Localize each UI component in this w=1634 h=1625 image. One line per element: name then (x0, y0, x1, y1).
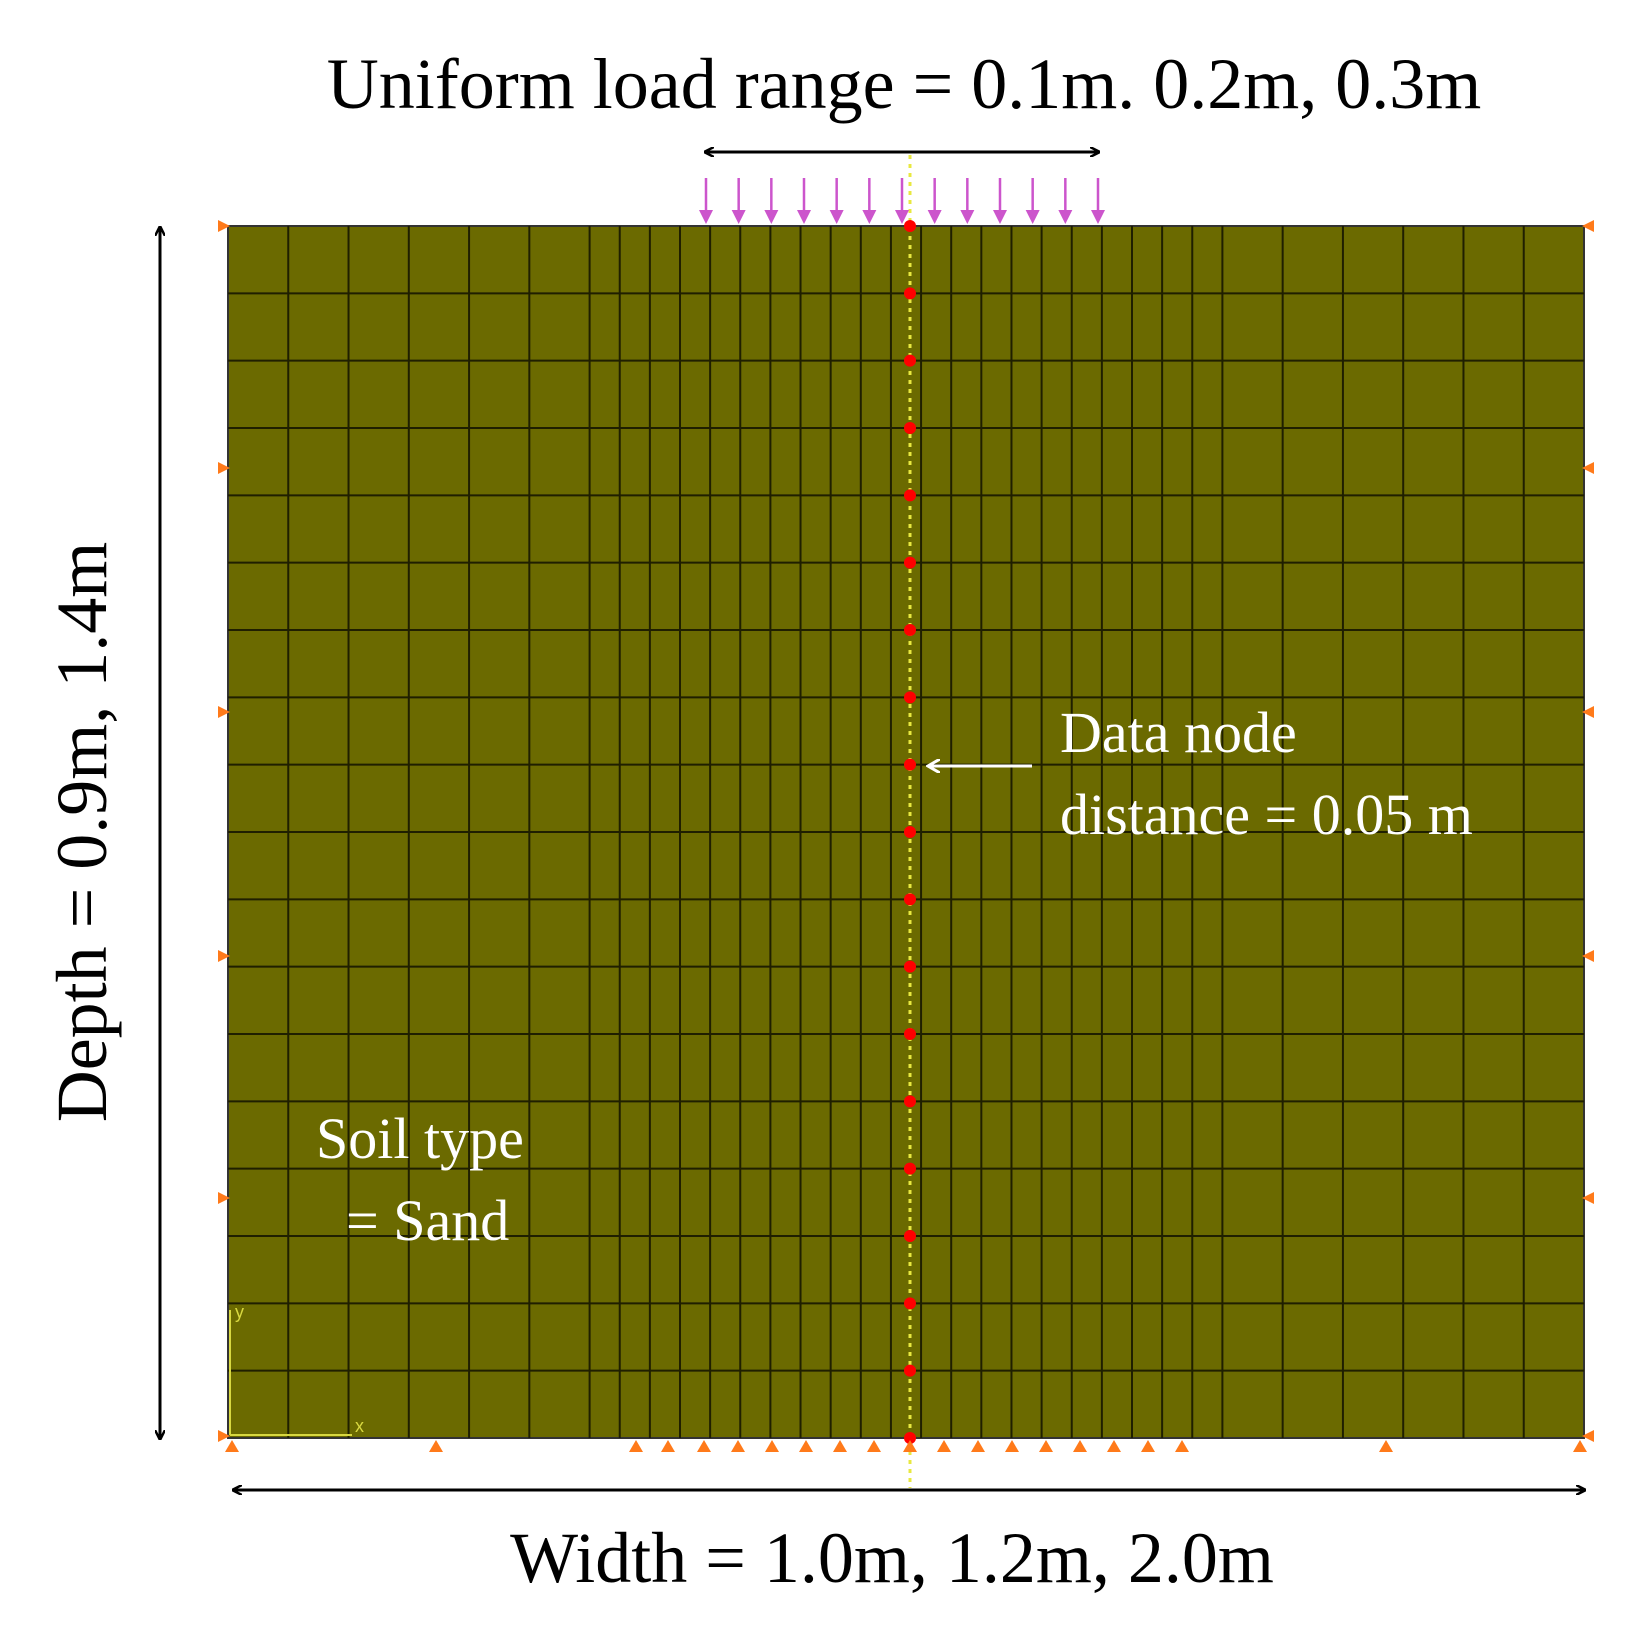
roller-support-bottom (1107, 1440, 1121, 1452)
width-label: Width = 1.0m, 1.2m, 2.0m (510, 1518, 1274, 1598)
data-node (904, 758, 916, 771)
data-node (904, 691, 916, 704)
roller-support-bottom (971, 1440, 985, 1452)
load-arrow (927, 178, 942, 224)
load-arrow-head (993, 210, 1007, 224)
load-arrow (1025, 178, 1040, 224)
roller-support-bottom (903, 1440, 917, 1452)
load-arrow (895, 178, 909, 224)
roller-support-bottom (1573, 1440, 1587, 1452)
roller-support-left (218, 1192, 230, 1204)
load-arrow (731, 178, 746, 224)
roller-support-bottom (1141, 1440, 1155, 1452)
roller-support-right (1582, 706, 1594, 718)
roller-support-bottom (661, 1440, 675, 1452)
load-arrow-head (895, 210, 909, 224)
data-node (904, 1364, 916, 1377)
roller-support-bottom (799, 1440, 813, 1452)
data-node-label-line1: Data node (1060, 700, 1297, 765)
roller-support-bottom (629, 1440, 643, 1452)
data-nodes (904, 220, 916, 1444)
roller-support-bottom (697, 1440, 711, 1452)
roller-support-left (218, 220, 230, 232)
soil-type-label-line2: = Sand (346, 1188, 509, 1253)
data-node (904, 826, 916, 838)
coordinate-axes: y x (229, 1302, 364, 1436)
load-arrow-head (797, 210, 811, 224)
data-node (904, 422, 916, 434)
roller-support-bottom (225, 1440, 239, 1452)
roller-support-bottom (731, 1440, 745, 1452)
load-arrow-head (862, 210, 877, 224)
data-node-label-line2: distance = 0.05 m (1060, 782, 1473, 847)
roller-support-bottom (867, 1440, 881, 1452)
data-node (904, 960, 916, 973)
load-arrow-head (1025, 210, 1040, 224)
data-node (904, 220, 916, 232)
data-node (904, 1028, 916, 1040)
roller-support-bottom (1039, 1440, 1053, 1452)
soil-type-label-line1: Soil type (316, 1106, 524, 1171)
load-arrow-head (927, 210, 942, 224)
load-arrow (699, 178, 713, 224)
data-node (904, 1432, 916, 1444)
load-arrow (1058, 178, 1073, 224)
roller-support-right (1582, 1430, 1594, 1442)
roller-support-right (1582, 1192, 1594, 1204)
load-arrow-head (731, 210, 746, 224)
load-range-label: Uniform load range = 0.1m. 0.2m, 0.3m (327, 44, 1481, 124)
data-node (904, 354, 916, 367)
boundary-supports (218, 220, 1594, 1452)
load-arrow-head (960, 210, 975, 224)
roller-support-bottom (1379, 1440, 1393, 1452)
roller-support-bottom (937, 1440, 951, 1452)
load-arrow-head (1058, 210, 1073, 224)
roller-support-bottom (833, 1440, 847, 1452)
axis-x-label: x (355, 1416, 364, 1436)
load-arrow (960, 178, 975, 224)
load-arrow-head (1091, 210, 1105, 224)
data-node (904, 556, 916, 569)
roller-support-bottom (1175, 1440, 1189, 1452)
roller-support-left (218, 706, 230, 718)
load-arrow (1091, 178, 1105, 224)
data-node (904, 893, 916, 906)
load-arrow (862, 178, 877, 224)
roller-support-left (218, 950, 230, 962)
load-arrow-head (764, 210, 779, 224)
roller-support-bottom (765, 1440, 779, 1452)
uniform-load-arrows (699, 178, 1105, 224)
data-node (904, 1297, 916, 1310)
load-arrow (829, 178, 844, 224)
roller-support-bottom (429, 1440, 443, 1452)
roller-support-right (1582, 462, 1594, 474)
roller-support-right (1582, 220, 1594, 232)
data-node (904, 489, 916, 502)
depth-label: Depth = 0.9m, 1.4m (42, 542, 122, 1123)
load-arrow (764, 178, 779, 224)
roller-support-bottom (1073, 1440, 1087, 1452)
load-arrow (797, 178, 811, 224)
load-arrow (993, 178, 1007, 224)
roller-support-left (218, 1430, 230, 1442)
data-node (904, 1162, 916, 1175)
roller-support-bottom (1005, 1440, 1019, 1452)
load-arrow-head (699, 210, 713, 224)
roller-support-left (218, 462, 230, 474)
load-arrow-head (829, 210, 844, 224)
axis-y-label: y (235, 1302, 244, 1322)
data-node (904, 1230, 916, 1242)
data-node (904, 624, 916, 636)
data-node (904, 1095, 916, 1108)
roller-support-right (1582, 950, 1594, 962)
data-node (904, 287, 916, 300)
